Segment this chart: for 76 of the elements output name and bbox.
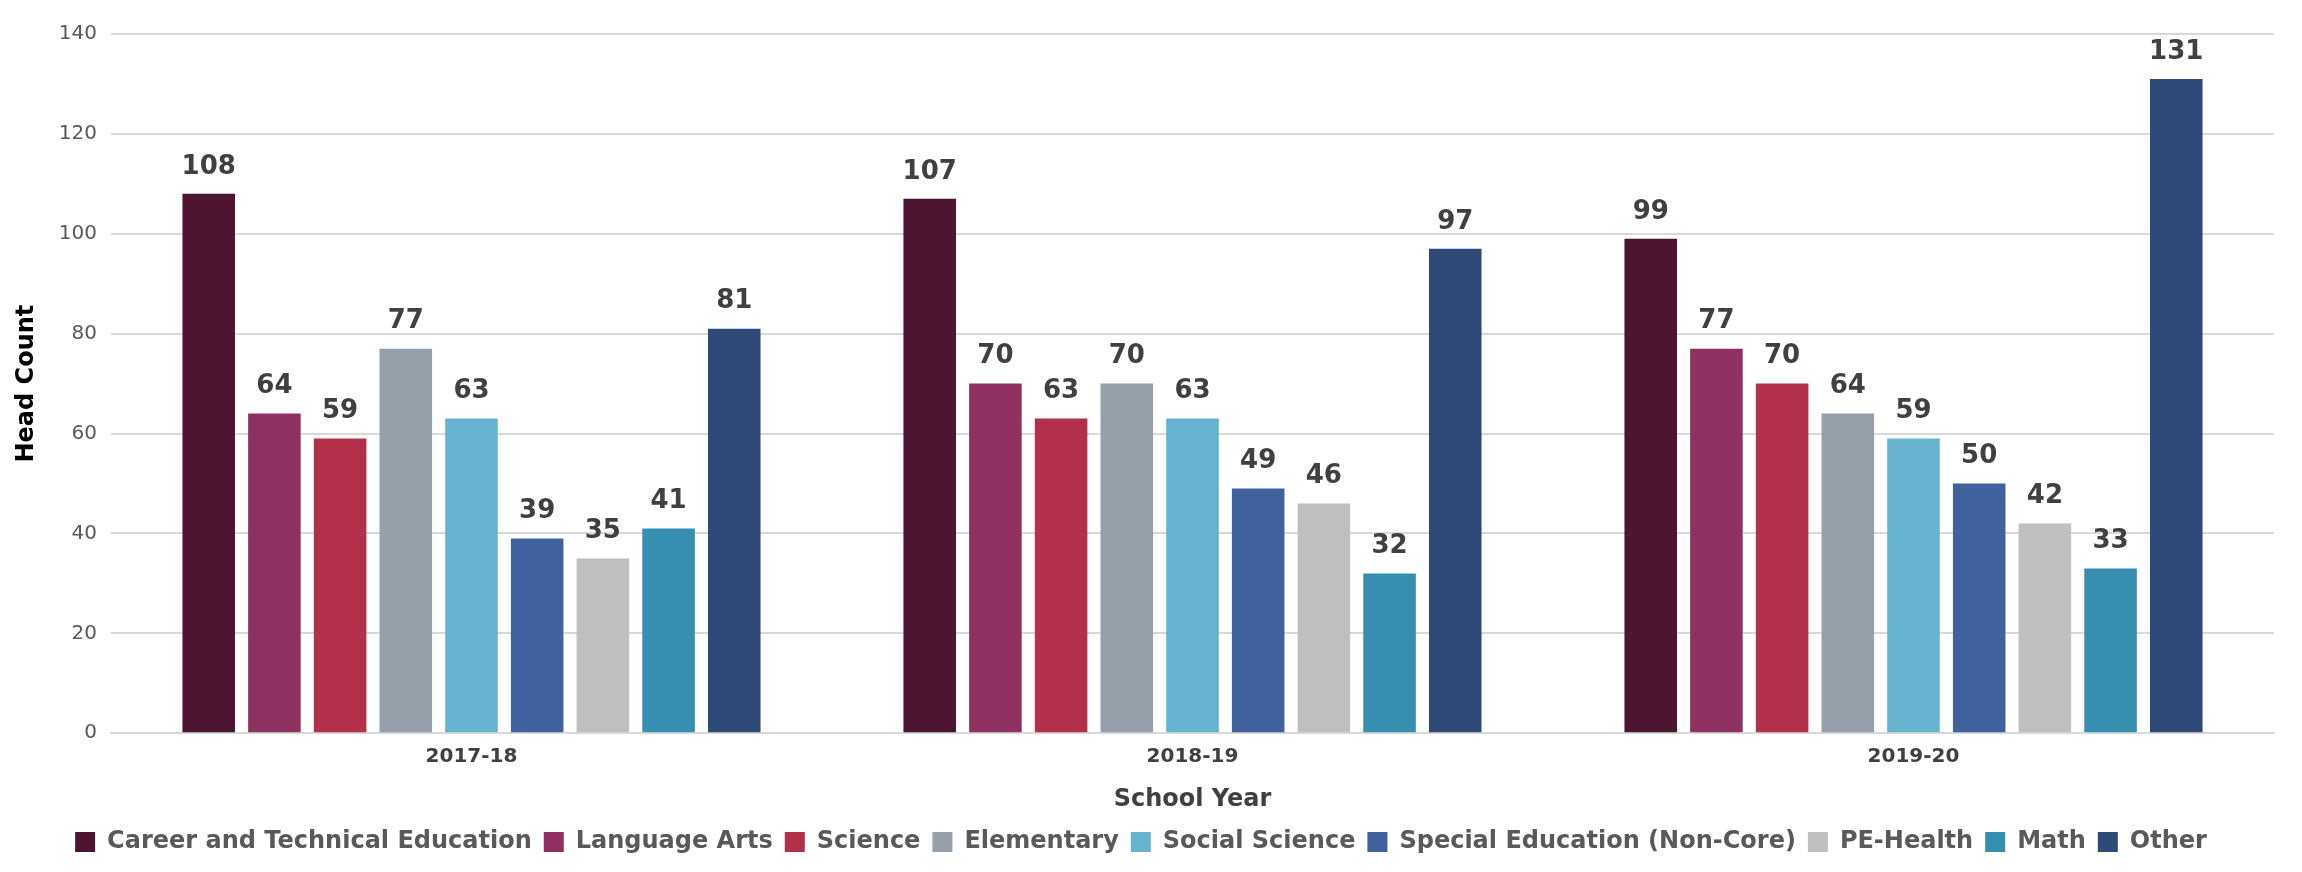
bar <box>1100 383 1154 733</box>
legend-label: Language Arts <box>575 826 773 855</box>
data-label: 59 <box>322 394 359 425</box>
data-label: 32 <box>1371 529 1408 560</box>
data-label: 42 <box>2026 479 2063 510</box>
y-tick-label: 100 <box>58 219 97 244</box>
bar <box>445 418 498 733</box>
data-label: 77 <box>1698 304 1735 335</box>
bar <box>510 538 564 733</box>
legend-label: PE-Health <box>1839 826 1974 855</box>
bar <box>248 413 301 733</box>
y-tick-label: 60 <box>71 419 97 444</box>
data-label: 33 <box>2092 524 2129 555</box>
data-label: 70 <box>1764 339 1801 370</box>
data-label: 63 <box>453 374 490 405</box>
x-tick-label: 2019-20 <box>1867 743 1960 768</box>
bar <box>1624 238 1678 733</box>
data-label: 39 <box>519 494 556 525</box>
data-label: 99 <box>1632 194 1669 225</box>
bar <box>1755 383 1809 733</box>
data-label: 131 <box>2149 34 2204 65</box>
legend-label: Social Science <box>1162 826 1356 855</box>
bar <box>1363 573 1416 733</box>
data-label: 64 <box>1829 369 1866 400</box>
bar <box>1166 418 1219 733</box>
y-tick-label: 20 <box>71 619 97 644</box>
bar <box>1297 503 1351 733</box>
data-label: 77 <box>387 304 424 335</box>
data-label: 59 <box>1895 394 1932 425</box>
bar <box>1231 488 1285 733</box>
legend-label: Science <box>816 826 921 855</box>
y-tick-label: 0 <box>84 719 97 744</box>
data-label: 50 <box>1961 439 1998 470</box>
bar <box>1428 248 1482 733</box>
data-label: 41 <box>650 484 687 515</box>
bar <box>313 438 367 733</box>
data-label: 70 <box>977 339 1014 370</box>
legend-label: Other <box>2129 826 2208 855</box>
bar <box>903 198 956 733</box>
data-label: 70 <box>1108 339 1145 370</box>
bar <box>182 193 235 733</box>
x-tick-label: 2018-19 <box>1146 743 1239 768</box>
y-axis-title: Head Count <box>10 304 39 463</box>
bar <box>969 383 1022 733</box>
bar <box>1034 418 1088 733</box>
bar <box>2084 568 2137 733</box>
bar <box>1887 438 1940 733</box>
y-tick-label: 80 <box>71 319 97 344</box>
bar <box>707 328 761 733</box>
bar <box>1690 348 1743 733</box>
data-label: 97 <box>1437 204 1474 235</box>
x-tick-label: 2017-18 <box>425 743 518 768</box>
data-label: 81 <box>716 284 753 315</box>
legend-label: Special Education (Non-Core) <box>1399 826 1796 855</box>
legend-label: Math <box>2017 826 2086 855</box>
x-axis-title: School Year <box>1113 783 1272 812</box>
bar <box>2149 78 2203 733</box>
y-tick-label: 140 <box>58 20 97 45</box>
bar <box>379 348 433 733</box>
data-label: 107 <box>902 154 957 185</box>
legend-label: Elementary <box>964 826 1120 855</box>
bar <box>642 528 695 733</box>
bar <box>1821 413 1875 733</box>
y-tick-label: 120 <box>58 120 97 145</box>
bar <box>2018 523 2072 733</box>
data-label: 63 <box>1043 374 1080 405</box>
data-label: 46 <box>1305 459 1342 490</box>
data-label: 64 <box>256 369 293 400</box>
data-label: 49 <box>1240 444 1277 475</box>
y-tick-label: 40 <box>71 519 97 544</box>
legend-label: Career and Technical Education <box>107 826 532 855</box>
data-label: 108 <box>181 149 236 180</box>
data-label: 35 <box>584 514 621 545</box>
bar <box>576 558 630 733</box>
data-label: 63 <box>1174 374 1211 405</box>
bar <box>1952 483 2006 733</box>
